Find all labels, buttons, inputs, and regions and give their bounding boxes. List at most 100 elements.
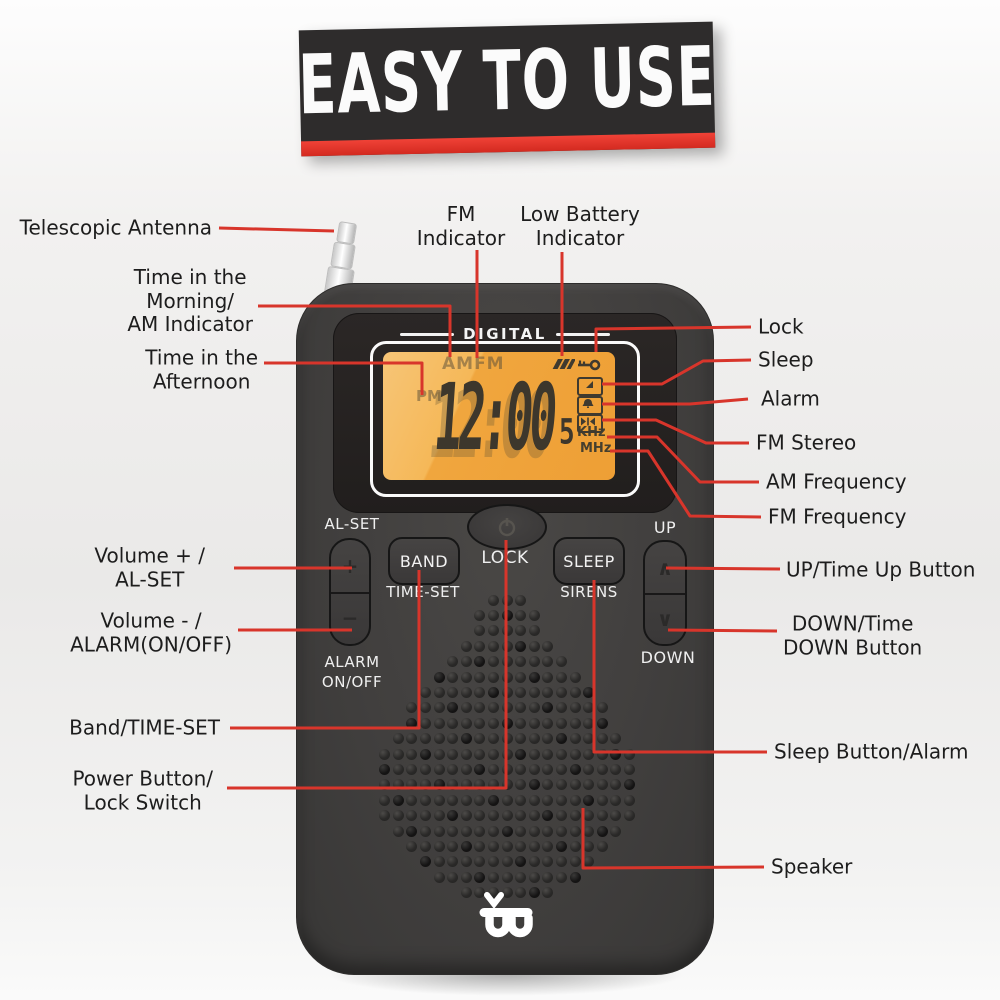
speaker-hole (433, 794, 445, 806)
speaker-hole (596, 779, 608, 791)
speaker-hole (555, 794, 567, 806)
speaker-hole (433, 763, 445, 775)
callout-line-telescopic-antenna (218, 226, 335, 233)
brand-logo-icon (479, 892, 533, 938)
speaker-hole (555, 686, 567, 698)
speaker-hole (528, 686, 540, 698)
frequency-digit: 5 (559, 412, 575, 453)
sleep-icon (577, 377, 603, 396)
speaker-hole (392, 779, 404, 791)
speaker-hole (542, 840, 554, 852)
speaker-hole (623, 763, 635, 775)
callout-label-fm-stereo: FM Stereo (756, 430, 857, 455)
speaker-hole (583, 763, 595, 775)
power-button[interactable] (467, 504, 547, 550)
speaker-hole (433, 748, 445, 760)
speaker-hole (515, 609, 527, 621)
speaker-hole (569, 686, 581, 698)
speaker-hole (433, 686, 445, 698)
up-button[interactable]: ∧ (645, 542, 685, 595)
speaker-hole (501, 825, 513, 837)
speaker-hole (419, 825, 431, 837)
speaker-hole (460, 733, 472, 745)
speaker-hole (487, 840, 499, 852)
speaker-hole (515, 810, 527, 822)
speaker-hole (487, 794, 499, 806)
speaker-hole (433, 702, 445, 714)
fm-stereo-icon (577, 414, 603, 433)
speaker-hole (528, 640, 540, 652)
speaker-hole (406, 748, 418, 760)
speaker-hole (419, 763, 431, 775)
speaker-hole (501, 840, 513, 852)
speaker-hole (528, 702, 540, 714)
speaker-hole (596, 794, 608, 806)
volume-plus-button[interactable]: + (331, 540, 369, 594)
speaker-hole (542, 717, 554, 729)
speaker-hole (501, 609, 513, 621)
speaker-hole (447, 810, 459, 822)
volume-minus-button[interactable]: − (341, 606, 359, 630)
callout-label-speaker: Speaker (771, 854, 853, 879)
speaker-hole (583, 794, 595, 806)
speaker-hole (379, 748, 391, 760)
speaker-hole (474, 748, 486, 760)
speaker-hole (528, 794, 540, 806)
speaker-hole (542, 887, 554, 899)
speaker-hole (542, 748, 554, 760)
speaker-hole (474, 871, 486, 883)
speaker-hole (447, 748, 459, 760)
speaker-hole (487, 671, 499, 683)
speaker-hole (460, 779, 472, 791)
speaker-hole (528, 887, 540, 899)
speaker-hole (433, 840, 445, 852)
speaker-hole (596, 748, 608, 760)
speaker-hole (487, 640, 499, 652)
speaker-hole (392, 810, 404, 822)
speaker-hole (555, 840, 567, 852)
speaker-hole (583, 748, 595, 760)
speaker-hole (610, 763, 622, 775)
page-title: EASY TO USE (297, 29, 717, 134)
speaker-hole (515, 733, 527, 745)
speaker-hole (501, 779, 513, 791)
speaker-hole (555, 825, 567, 837)
speaker-hole (610, 748, 622, 760)
speaker-hole (555, 871, 567, 883)
speaker-hole (433, 810, 445, 822)
down-button[interactable]: ∨ (656, 606, 674, 631)
speaker-hole (555, 717, 567, 729)
callout-label-sleep: Sleep (758, 347, 814, 372)
speaker-hole (542, 671, 554, 683)
speaker-hole (433, 717, 445, 729)
sirens-label: SIRENS (560, 583, 618, 601)
speaker-hole (433, 671, 445, 683)
speaker-hole (487, 887, 499, 899)
speaker-hole (419, 733, 431, 745)
speaker-hole (392, 733, 404, 745)
speaker-hole (515, 702, 527, 714)
speaker-hole (596, 825, 608, 837)
speaker-hole (569, 840, 581, 852)
speaker-hole (583, 717, 595, 729)
speaker-hole (569, 779, 581, 791)
speaker-hole (569, 794, 581, 806)
band-button[interactable]: BAND (388, 537, 460, 585)
speaker-hole (474, 717, 486, 729)
speaker-hole (379, 810, 391, 822)
speaker-hole (447, 763, 459, 775)
speaker-hole (447, 794, 459, 806)
callout-label-fm-frequency: FM Frequency (768, 504, 907, 529)
speaker-hole (542, 763, 554, 775)
speaker-hole (460, 825, 472, 837)
speaker-hole (447, 686, 459, 698)
speaker-hole (555, 779, 567, 791)
speaker-hole (528, 748, 540, 760)
callout-label-am-frequency: AM Frequency (766, 469, 907, 494)
speaker-hole (610, 825, 622, 837)
sleep-button[interactable]: SLEEP (553, 537, 625, 585)
speaker-hole (379, 794, 391, 806)
speaker-hole (460, 717, 472, 729)
speaker-hole (515, 686, 527, 698)
